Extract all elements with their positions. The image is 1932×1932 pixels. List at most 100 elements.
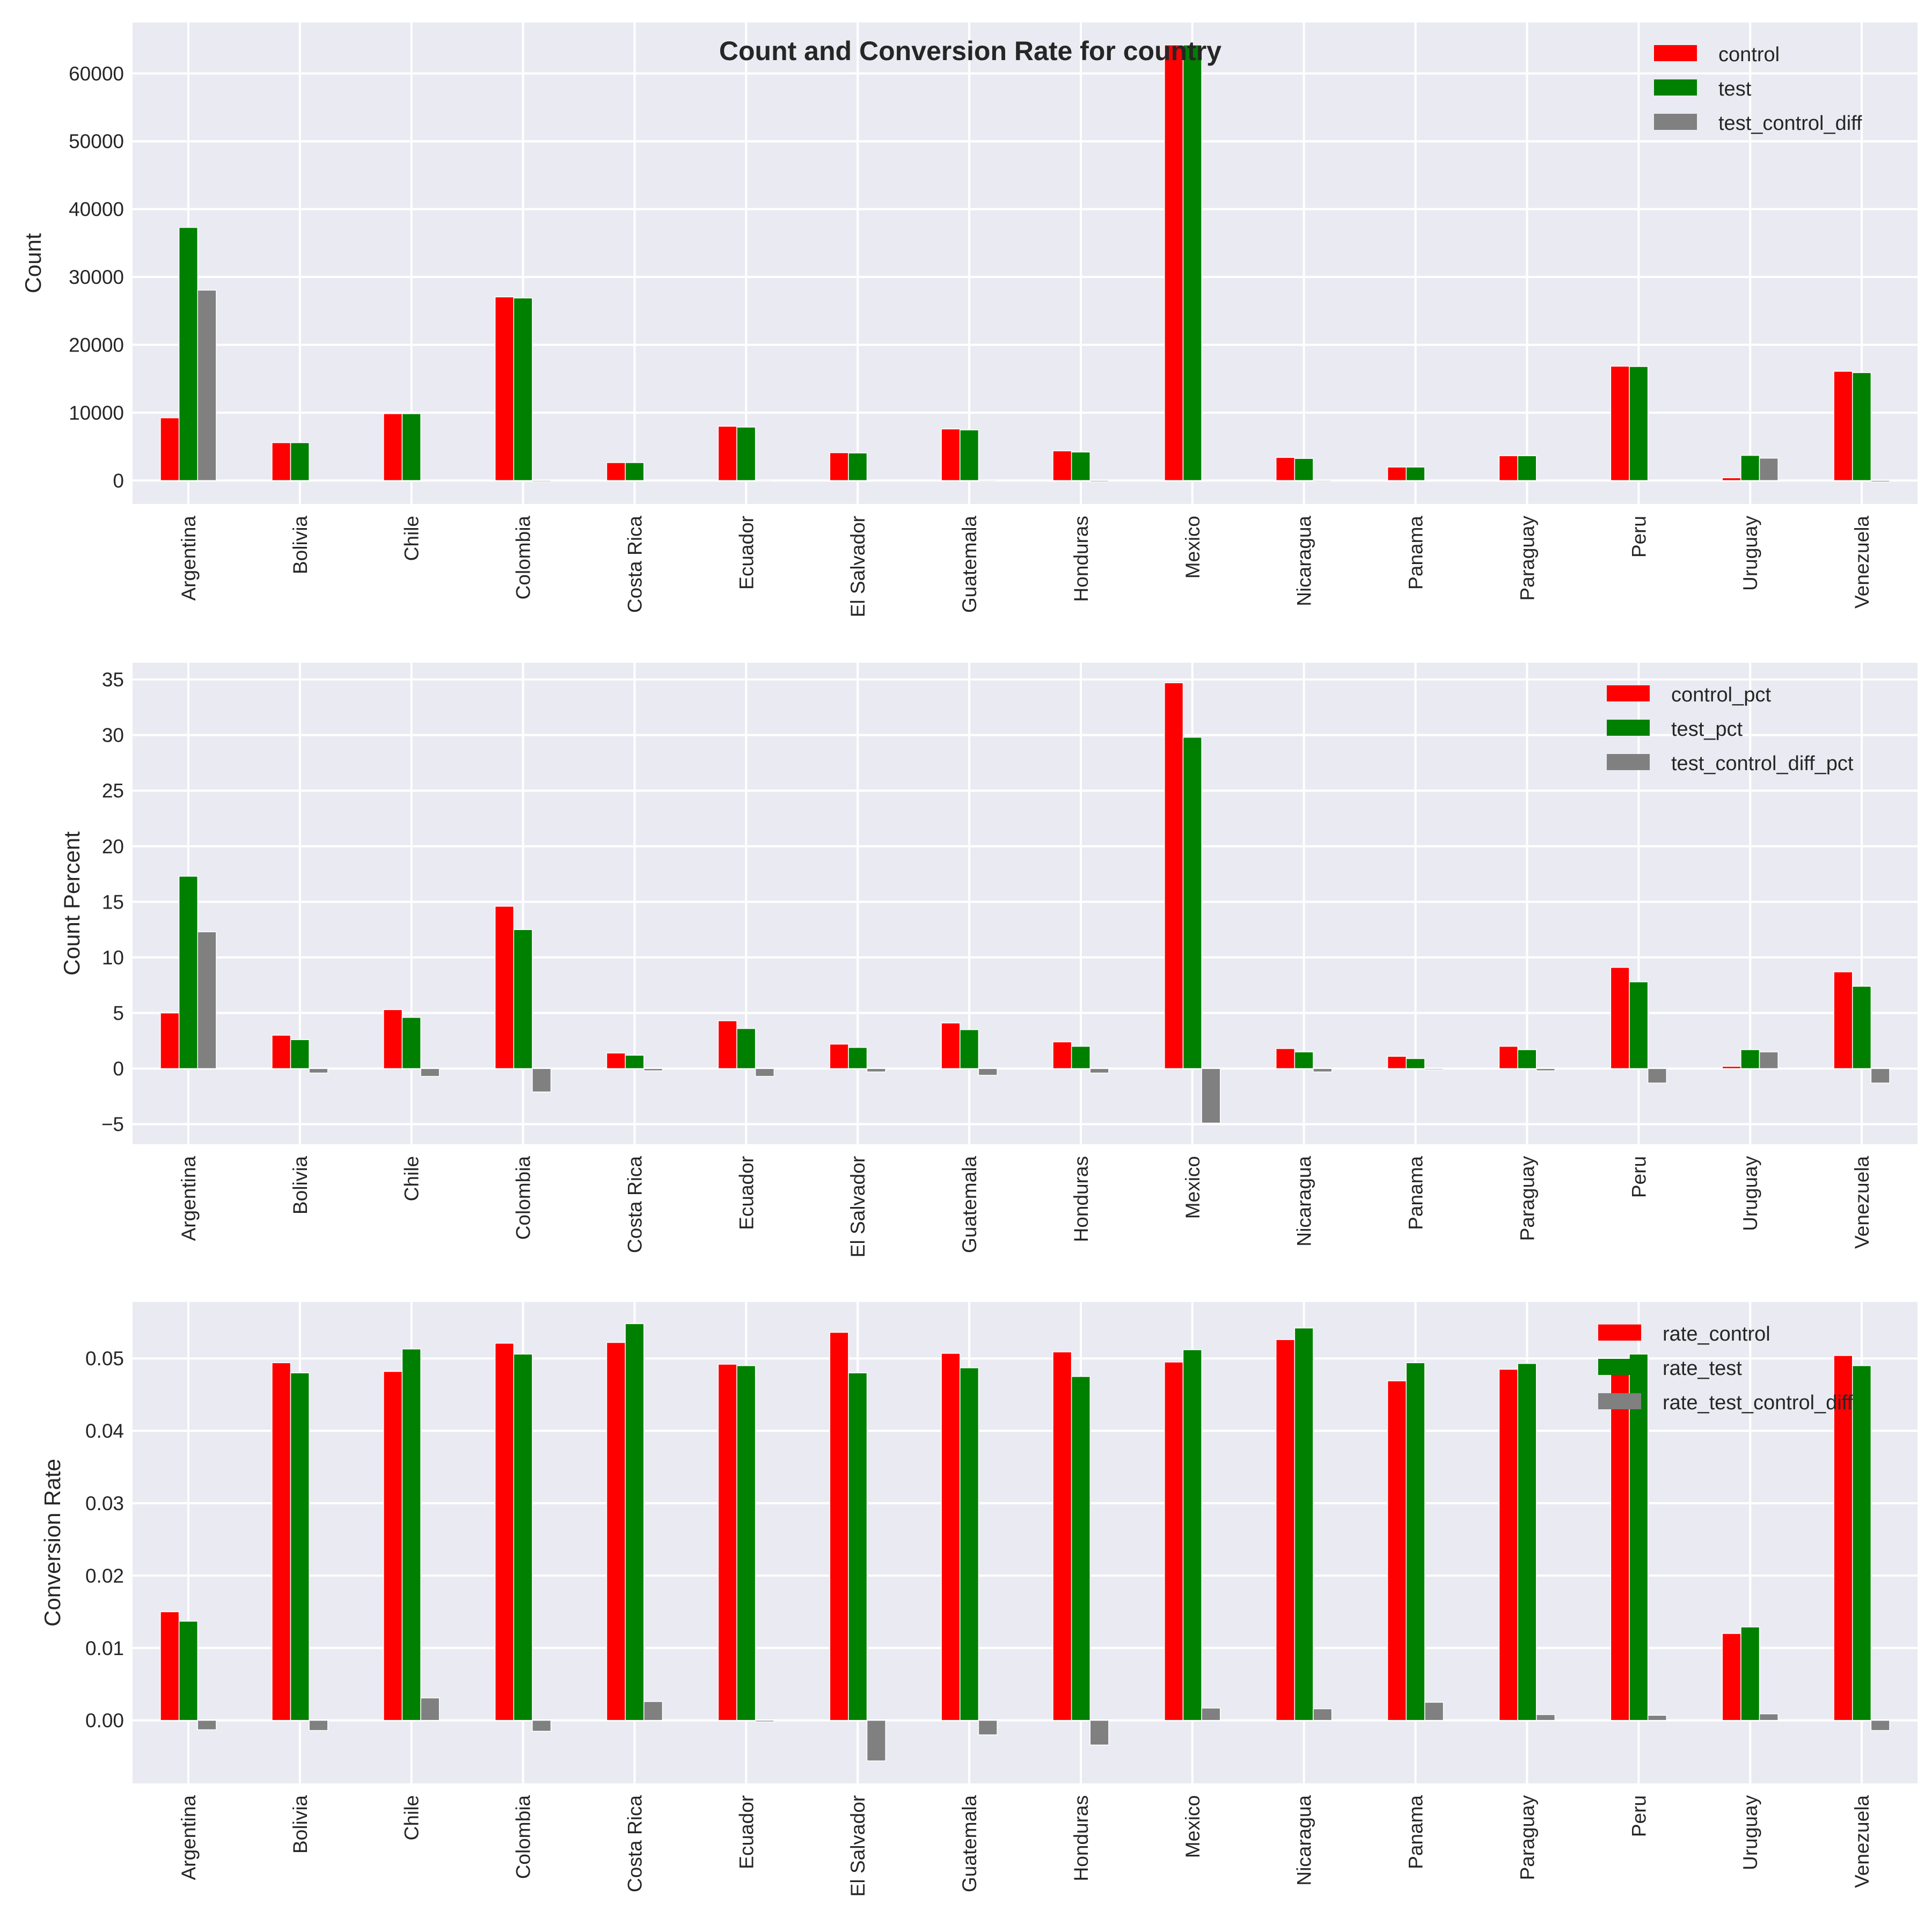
bar-test_control_diff_pct (1424, 1068, 1444, 1070)
bar-control (1498, 455, 1518, 481)
x-tick-label: El Salvador (847, 1156, 869, 1257)
y-tick-label: 25 (102, 780, 124, 802)
bar-test_control_diff_pct (1201, 1068, 1221, 1124)
bar-test_pct (959, 1029, 979, 1069)
y-tick-label: 50000 (69, 130, 124, 152)
bar-rate_test_control_diff (1536, 1714, 1556, 1721)
bar-control_pct (606, 1052, 626, 1069)
bar-control_pct (1722, 1066, 1741, 1069)
bar-rate_control (1052, 1351, 1072, 1721)
bar-rate_control (160, 1611, 180, 1721)
bar-test_control_diff_pct (532, 1068, 552, 1093)
bar-rate_control (1498, 1368, 1518, 1721)
y-tick-label: 0.02 (85, 1565, 124, 1587)
bar-control (494, 296, 514, 481)
bar-test (1851, 372, 1872, 481)
bar-test_control_diff_pct (643, 1068, 663, 1072)
bar-control_pct (160, 1012, 180, 1069)
bar-test_control_diff (1089, 480, 1109, 482)
y-tick-label: 0.03 (85, 1492, 124, 1514)
y-axis-label: Count (20, 233, 46, 293)
bar-test (1740, 455, 1760, 481)
bar-test_control_diff (309, 480, 328, 481)
bar-rate_test_control_diff (420, 1697, 440, 1721)
legend-swatch (1654, 45, 1697, 61)
bar-control_pct (1164, 682, 1184, 1069)
bar-control_pct (1498, 1045, 1518, 1069)
bar-test_control_diff (1313, 480, 1333, 482)
bar-control_pct (1610, 967, 1630, 1069)
x-tick-label: Mexico (1182, 1795, 1204, 1858)
bar-test_control_diff_pct (1313, 1068, 1333, 1073)
y-tick-label: 0 (113, 1058, 124, 1080)
bar-test_control_diff (866, 480, 886, 481)
bar-control (1387, 466, 1407, 481)
bar-control_pct (272, 1035, 291, 1069)
bar-test_control_diff_pct (197, 931, 217, 1069)
bar-rate_test_control_diff (866, 1719, 886, 1761)
x-tick-label: El Salvador (847, 1795, 869, 1897)
y-tick-label: 20000 (69, 334, 124, 356)
bar-test_control_diff_pct (866, 1068, 886, 1073)
bar-rate_control (718, 1364, 737, 1721)
bar-test_control_diff (1647, 480, 1667, 481)
subplot-1: 0 10000 20000 30000 40000 50000 60000 Argentina… (20, 23, 1918, 617)
bar-test_control_diff (420, 480, 440, 481)
bar-test_pct (178, 875, 199, 1069)
bar-test_pct (1071, 1045, 1091, 1069)
bar-rate_control (829, 1331, 849, 1721)
x-tick-label: Costa Rica (624, 516, 646, 613)
x-tick-label: Uruguay (1739, 1795, 1761, 1870)
bar-control (941, 428, 961, 481)
x-tick-label: Honduras (1070, 1156, 1092, 1242)
y-tick-label: 15 (102, 891, 124, 913)
bar-rate_test (736, 1365, 756, 1721)
bar-test (178, 227, 199, 481)
bar-rate_test (1294, 1327, 1314, 1721)
bar-test_control_diff_pct (1536, 1068, 1556, 1072)
x-tick-label: Argentina (178, 1795, 200, 1880)
x-tick-label: Ecuador (735, 516, 757, 590)
bar-rate_control (1610, 1358, 1630, 1721)
bar-test (513, 297, 533, 481)
bar-control (272, 442, 291, 481)
bar-test (290, 442, 310, 481)
bar-rate_test_control_diff (755, 1719, 775, 1723)
bar-control (1722, 477, 1741, 481)
y-tick-label: 40000 (69, 199, 124, 221)
x-tick-label: Nicaragua (1293, 516, 1315, 606)
bar-rate_test_control_diff (1647, 1715, 1667, 1721)
bar-control_pct (1833, 971, 1853, 1069)
bar-test_control_diff_pct (1647, 1068, 1667, 1084)
bar-test_pct (1517, 1049, 1537, 1069)
bar-rate_test (1071, 1376, 1091, 1721)
legend-swatch (1607, 685, 1650, 701)
legend-swatch (1598, 1393, 1641, 1409)
bar-test_pct (1629, 981, 1649, 1069)
y-tick-label: 10 (102, 947, 124, 969)
bar-test_control_diff_pct (755, 1068, 775, 1077)
bar-rate_control (494, 1343, 514, 1721)
bar-test_control_diff_pct (309, 1068, 328, 1074)
bar-test_control_diff_pct (1089, 1068, 1109, 1074)
bar-rate_control (606, 1342, 626, 1721)
legend-label: control (1718, 43, 1780, 66)
bar-rate_control (1275, 1339, 1296, 1721)
x-tick-label: Uruguay (1739, 516, 1761, 591)
bar-test_pct (401, 1017, 421, 1069)
bar-rate_test (848, 1372, 868, 1721)
bar-test_control_diff_pct (1870, 1068, 1890, 1084)
y-tick-label: 20 (102, 836, 124, 858)
bar-rate_test (1182, 1349, 1202, 1721)
bar-test (1406, 466, 1425, 481)
bar-test_pct (1406, 1058, 1425, 1069)
y-tick-label: 30 (102, 724, 124, 747)
bar-rate_test_control_diff (978, 1719, 998, 1736)
bar-test_control_diff_pct (978, 1068, 998, 1076)
x-tick-label: Chile (401, 1156, 423, 1201)
x-tick-label: Uruguay (1739, 1156, 1761, 1231)
bar-rate_test_control_diff (532, 1719, 552, 1732)
legend-label: test_control_diff_pct (1671, 752, 1854, 775)
legend-label: rate_control (1663, 1323, 1770, 1345)
